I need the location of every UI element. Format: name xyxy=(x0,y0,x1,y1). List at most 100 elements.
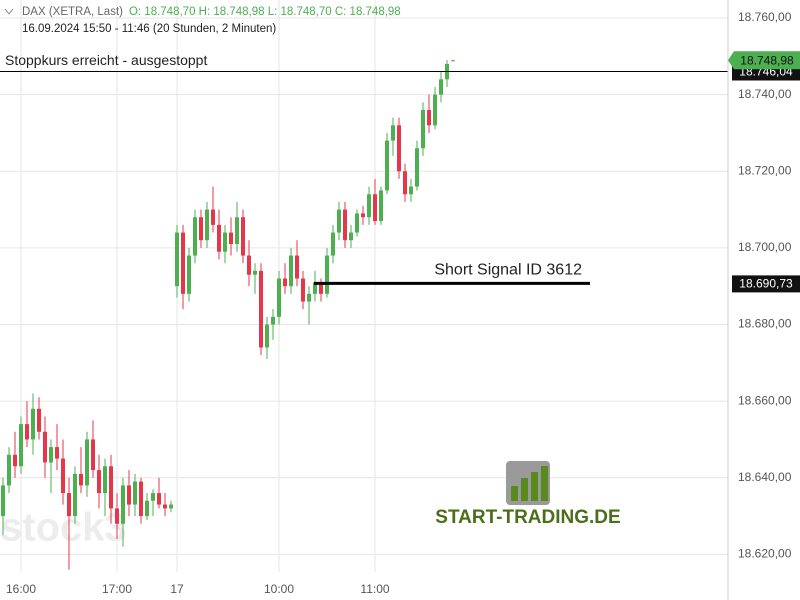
candle-body xyxy=(151,493,155,501)
logo: START-TRADING.DE xyxy=(435,461,621,528)
candle-body xyxy=(103,466,107,494)
last-price-box xyxy=(728,51,800,70)
candle-body xyxy=(139,481,143,517)
candle-body xyxy=(367,194,371,218)
header-line: DAX (XETRA, Last) O: 18.748,70 H: 18.748,… xyxy=(22,6,401,18)
candle-body xyxy=(1,485,5,517)
candle-body xyxy=(421,109,425,149)
candle-body xyxy=(403,171,407,195)
candle-body xyxy=(91,439,95,471)
candle-body xyxy=(157,493,161,505)
logo-icon xyxy=(521,478,528,501)
candle-body xyxy=(319,282,323,294)
candle-body xyxy=(223,232,227,252)
candle-body xyxy=(121,485,125,524)
candle-body xyxy=(31,408,35,440)
logo-icon xyxy=(541,466,548,501)
candle-body xyxy=(265,324,269,348)
candle-body xyxy=(247,255,251,275)
x-tick-label: 17 xyxy=(170,582,184,596)
collapse-icon xyxy=(4,8,14,15)
y-tick-label: 18.760,00 xyxy=(738,10,792,24)
watermark: stock3 xyxy=(0,506,127,550)
candle-body xyxy=(49,447,53,463)
candle-body xyxy=(199,217,203,241)
symbol: DAX (XETRA, Last) xyxy=(22,6,123,18)
logo-icon xyxy=(511,486,518,501)
candle-body xyxy=(115,508,119,524)
candle-body xyxy=(361,213,365,218)
x-tick-label: 11:00 xyxy=(360,582,389,596)
price-label: 18.690,73 xyxy=(739,277,793,291)
candle-body xyxy=(7,454,11,486)
candle-body xyxy=(331,232,335,256)
level-text: Short Signal ID 3612 xyxy=(434,262,582,279)
candle-body xyxy=(355,213,359,233)
candle-body xyxy=(283,278,287,287)
candle-body xyxy=(37,408,41,432)
candle-body xyxy=(415,148,419,187)
level-text: Stoppkurs erreicht - ausgestoppt xyxy=(5,52,207,68)
candle-body xyxy=(289,255,293,287)
candle-body xyxy=(235,217,239,245)
candle-body xyxy=(181,232,185,294)
x-tick-label: 10:00 xyxy=(264,582,294,596)
candle-body xyxy=(427,109,431,126)
candle-body xyxy=(43,431,47,463)
y-tick-label: 18.620,00 xyxy=(738,547,792,561)
candle-body xyxy=(379,190,383,222)
candle-body xyxy=(259,270,263,348)
candle-body xyxy=(313,282,317,294)
candle-body xyxy=(205,209,209,241)
y-tick-label: 18.740,00 xyxy=(738,87,792,101)
candle-body xyxy=(85,439,89,486)
price-box xyxy=(732,275,800,293)
candle-body xyxy=(193,217,197,256)
candle-body xyxy=(433,94,437,126)
candle-body xyxy=(337,209,341,233)
candle-body xyxy=(439,79,443,95)
candle-body xyxy=(373,194,377,222)
candle-body xyxy=(301,278,305,302)
ohlc: O: 18.748,70 H: 18.748,98 L: 18.748,70 C… xyxy=(129,6,401,18)
candle-body xyxy=(109,466,113,509)
y-tick-label: 18.680,00 xyxy=(738,317,792,331)
last-price-label: 18.748,98 xyxy=(740,53,794,67)
candle-body xyxy=(67,493,71,517)
candle-body xyxy=(241,217,245,256)
candle-body xyxy=(79,473,83,486)
candle-body xyxy=(19,424,23,467)
x-tick-label: 17:00 xyxy=(102,582,132,596)
candle-body xyxy=(55,447,59,459)
candle-body xyxy=(277,278,281,317)
logo-text: START-TRADING.DE xyxy=(435,507,620,528)
candle-body xyxy=(271,316,275,325)
candle-body xyxy=(451,60,455,62)
candle-body xyxy=(211,209,215,225)
x-tick-label: 16:00 xyxy=(6,582,36,596)
candle-body xyxy=(325,255,329,294)
candle-body xyxy=(307,293,311,302)
candle-body xyxy=(409,186,413,195)
candle-body xyxy=(229,232,233,245)
y-tick-label: 18.640,00 xyxy=(738,470,792,484)
candle-body xyxy=(187,255,191,294)
candle-body xyxy=(25,424,29,440)
candle-body xyxy=(97,470,101,494)
candle-body xyxy=(133,481,137,505)
logo-icon xyxy=(531,472,538,501)
candle-body xyxy=(145,500,149,517)
y-tick-label: 18.660,00 xyxy=(738,393,792,407)
plot: Stoppkurs erreicht - ausgestoppt Short Si… xyxy=(0,52,728,570)
candle-body xyxy=(349,232,353,241)
candle-body xyxy=(217,224,221,252)
date-range: 16.09.2024 15:50 - 11:46 (20 Stunden, 2 … xyxy=(22,23,276,35)
y-tick-label: 18.720,00 xyxy=(738,163,792,177)
candle-body xyxy=(163,504,167,509)
candle-body xyxy=(61,458,65,494)
candle-body xyxy=(73,473,77,517)
candle-body xyxy=(295,255,299,279)
candle-body xyxy=(175,232,179,287)
candle-body xyxy=(385,140,389,191)
